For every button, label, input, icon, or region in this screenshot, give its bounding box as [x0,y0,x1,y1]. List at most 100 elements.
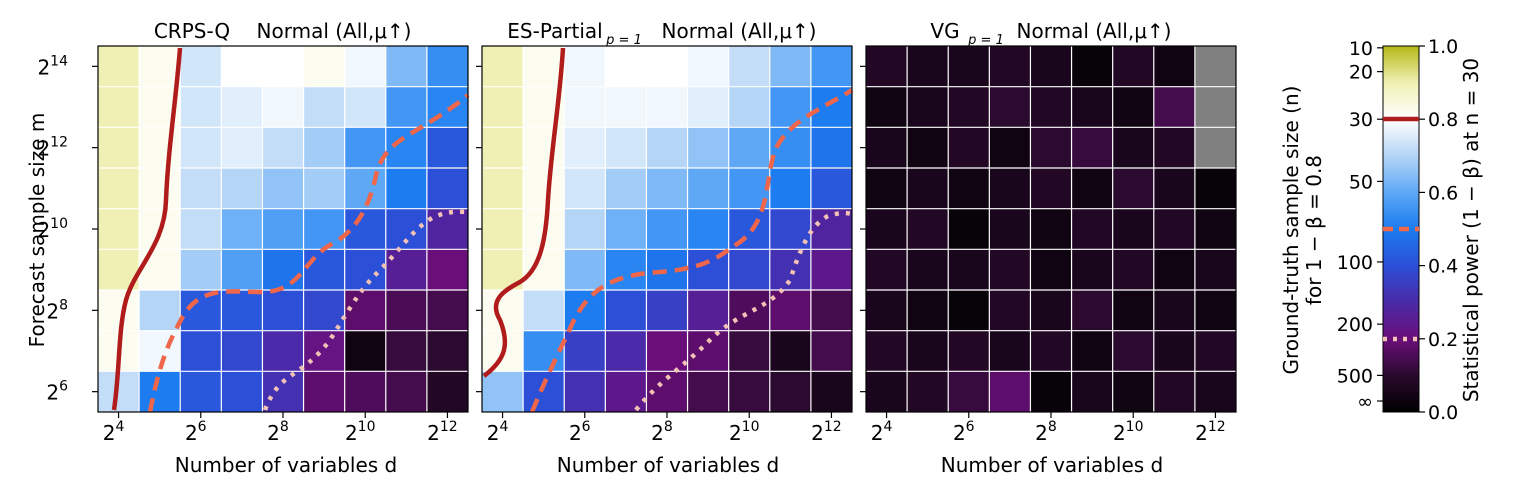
colorbar-right-ticks: 1.0 0.8 0.6 0.4 0.2 0.0 [1419,36,1458,424]
x-tick-label: 28 [651,419,673,445]
heatmap-cell [866,86,908,128]
heatmap-cell [221,330,263,372]
heatmap-cell [1112,168,1154,209]
heatmap-cell [1112,249,1154,290]
x-tick-label: 212 [427,419,458,445]
heatmap-cell [1153,330,1195,372]
heatmap-cell [262,46,304,87]
heatmap-cell [564,127,606,168]
heatmap-cell [303,330,345,372]
heatmap-cell [426,371,468,412]
heatmap-cell [344,249,386,290]
x-tick-exponent: 12 [1208,419,1226,435]
heatmap-cell [687,290,729,331]
heatmap-cell [523,371,565,412]
heatmap-cell [221,168,263,209]
y-tick-label: 214 [37,53,68,79]
heatmap-cell [1030,168,1072,209]
y-tick-exponent: 8 [59,297,68,313]
x-tick-exponent: 6 [198,419,207,435]
heatmap-cell [1194,330,1236,372]
heatmap-cell [687,86,729,128]
heatmap-cell [385,46,427,87]
heatmap-cell [303,371,345,412]
heatmap-cell [769,249,811,290]
heatmap-cell [1030,127,1072,168]
heatmap-cell [907,371,949,412]
heatmap-cell [303,86,345,128]
heatmap-cell [139,168,181,209]
heatmap-cell [866,290,908,331]
heatmap-cell [564,330,606,372]
panel-title-rest: Normal (All,μ↑) [257,19,412,43]
panel-title-subscript: p = 1 [605,33,642,48]
heatmap-cell [728,290,770,331]
heatmap-cell [1153,290,1195,331]
heatmap-cell [1153,168,1195,209]
heatmap-cell [1153,208,1195,250]
heatmap-grid [866,46,1236,412]
heatmap-panel-vg: VG p = 1 Normal (All,μ↑) 24 26 28 210 212 [860,19,1237,445]
heatmap-cell [1030,46,1072,87]
heatmap-cell [948,371,990,412]
x-axis-label-2: Number of variables d [557,453,780,477]
heatmap-cell [344,168,386,209]
heatmap-cell [564,168,606,209]
heatmap-cell [605,86,647,128]
contour-power-0.2 [262,209,469,411]
heatmap-cell [1071,46,1113,87]
x-tick-label: 210 [345,419,376,445]
heatmap-cell [303,290,345,331]
heatmap-cell [646,86,688,128]
heatmap-cell [180,290,222,331]
heatmap-cell [1071,249,1113,290]
heatmap-cell [1153,46,1195,87]
heatmap-cell [1071,168,1113,209]
y-tick-exponent: 6 [59,379,68,395]
x-tick-exponent: 4 [499,419,508,435]
heatmap-cell [687,46,729,87]
heatmap-cell [728,127,770,168]
heatmap-cell [1030,290,1072,331]
heatmap-cell [907,46,949,87]
heatmap-cell [303,46,345,87]
heatmap-cell [646,46,688,87]
heatmap-cell [564,371,606,412]
heatmap-cell [303,208,345,250]
panel-title-metric: CRPS-Q [154,19,230,43]
heatmap-cell [605,46,647,87]
panel-title-metric: VG [930,19,959,43]
heatmap-cell [426,208,468,250]
heatmap-cell [769,86,811,128]
heatmap-cell [1194,46,1236,87]
heatmap-cells [482,46,852,412]
heatmap-cell [523,127,565,168]
x-tick-label: 28 [267,419,289,445]
heatmap-cell [1112,290,1154,331]
heatmap-cell [989,371,1031,412]
heatmap-cell [948,208,990,250]
heatmap-cell [385,330,427,372]
heatmap-cell [1071,127,1113,168]
heatmap-cell [344,208,386,250]
heatmap-cell [426,46,468,87]
heatmap-cell [1112,127,1154,168]
heatmap-cell [605,127,647,168]
heatmap-cell [1194,371,1236,412]
x-tick-label: 24 [103,419,125,445]
colorbar-right-tick-label: 1.0 [1428,36,1458,58]
heatmap-cell [344,46,386,87]
colorbar-left-tick-label: 500 [1337,365,1373,387]
x-tick-label: 26 [569,419,591,445]
heatmap-cell [728,371,770,412]
contour-power-0.5 [147,93,470,413]
heatmap-cell [262,86,304,128]
heatmap-cell [98,127,140,168]
heatmap-cell [221,290,263,331]
heatmap-cell [385,86,427,128]
heatmap-cell [907,168,949,209]
heatmap-cell [344,86,386,128]
heatmap-cell [948,168,990,209]
